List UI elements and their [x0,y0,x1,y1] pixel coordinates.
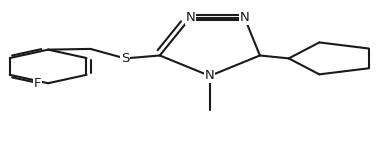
Text: N: N [239,11,249,24]
Text: S: S [121,52,129,65]
Text: N: N [205,69,215,82]
Text: F: F [34,77,41,90]
Text: N: N [186,11,196,24]
